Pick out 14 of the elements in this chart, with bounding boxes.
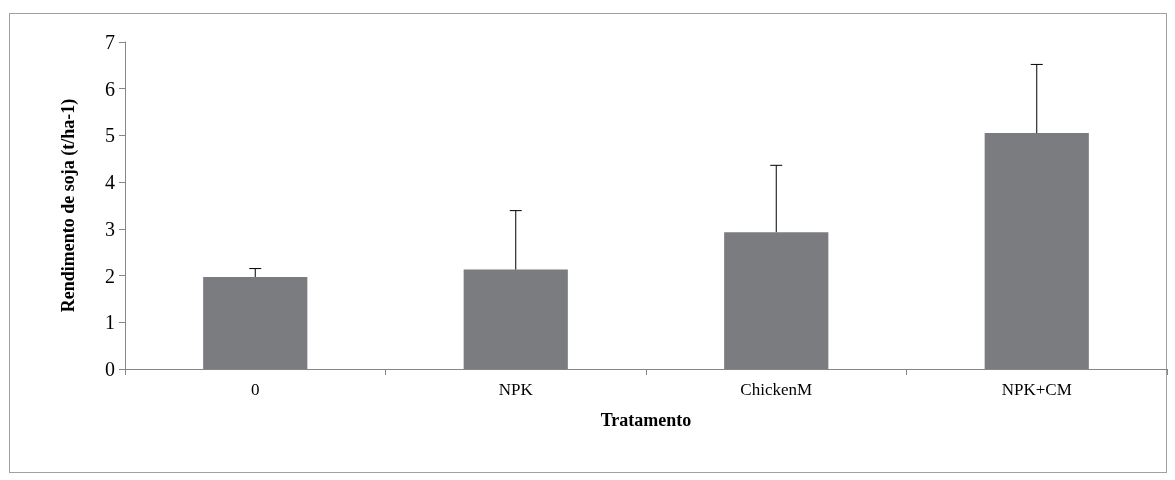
y-axis-title: Rendimento de soja (t/ha-1) — [58, 98, 79, 313]
x-tick-label: NPK — [498, 380, 534, 399]
x-tick-label: 0 — [251, 380, 260, 399]
x-tick-label: NPK+CM — [1001, 380, 1072, 399]
y-tick-label: 1 — [105, 311, 115, 334]
y-tick-label: 3 — [105, 217, 115, 240]
y-tick-label: 7 — [105, 31, 115, 53]
x-tick-label: ChickenM — [740, 380, 813, 399]
y-tick-label: 5 — [105, 124, 115, 147]
y-tick-label: 2 — [105, 264, 115, 287]
y-tick-label: 0 — [105, 358, 115, 380]
x-axis-title: Tratamento — [600, 410, 692, 430]
y-tick-label: 4 — [105, 171, 115, 194]
y-tick-label: 6 — [105, 77, 115, 100]
